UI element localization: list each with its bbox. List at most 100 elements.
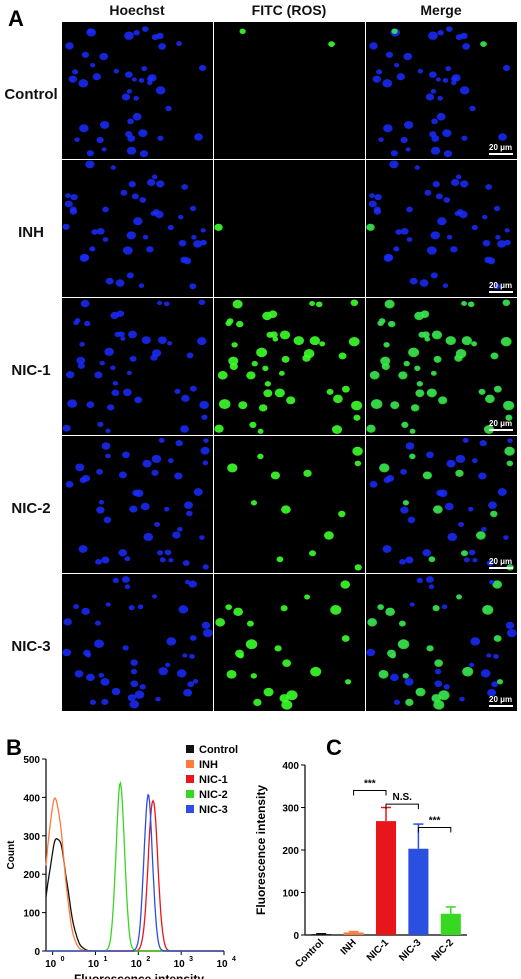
ros-cell [246,620,254,627]
significance-bracket [385,803,419,810]
nucleus [78,545,88,553]
panel-b-letter: B [6,735,22,760]
micrograph-tile: 20 μm [366,298,517,435]
ros-cell [497,679,504,685]
nucleus [181,184,189,190]
ros-cell [408,347,420,358]
nucleus [184,579,191,585]
nucleus [105,428,111,433]
ros-cell [266,331,274,338]
y-tick-label: 0 [293,931,299,942]
nucleus [105,602,111,607]
ros-cell [367,618,378,627]
ros-cell [388,320,396,328]
ros-cell [250,500,258,506]
ros-cell [353,414,361,421]
nucleus [369,42,378,50]
ros-cell [233,607,244,617]
nucleus [437,95,443,101]
nucleus [373,206,381,213]
nucleus [385,254,394,261]
micrograph-tile [214,160,365,297]
ros-cell [281,355,290,363]
nucleus [441,604,448,610]
ros-cell [257,428,264,434]
nucleus [126,272,134,279]
nucleus [487,257,496,265]
nucleus [188,580,197,588]
ros-cell [232,299,243,309]
legend-swatch [186,790,194,798]
nucleus [91,229,98,235]
nucleus [166,637,177,646]
nucleus [96,136,104,144]
nucleus [177,526,183,532]
nucleus [405,556,414,564]
ros-cell [280,605,288,612]
nucleus [96,506,105,514]
nucleus [183,257,192,265]
y-tick-label: 300 [282,804,299,815]
cell-image [65,437,210,570]
micrograph-tile [214,22,365,159]
ros-cell [217,370,228,380]
y-tick-label: 500 [23,755,40,766]
nucleus [111,687,121,696]
ros-cell [434,659,444,667]
nucleus [65,193,71,199]
nucleus [456,209,464,215]
nucleus [164,662,171,668]
scale-bar: 20 μm [489,419,513,431]
y-tick-label: 200 [282,846,299,857]
nucleus [376,69,383,75]
nucleus [198,64,207,71]
ros-cell [377,604,384,610]
nucleus [468,549,476,556]
nucleus [430,272,438,279]
nucleus [486,560,494,567]
nucleus [395,229,402,235]
nucleus [101,147,107,152]
nucleus [434,668,442,675]
ros-cell [433,505,443,514]
ros-cell [281,505,291,514]
nucleus [129,700,140,709]
legend-swatch [186,760,194,768]
nucleus [409,602,415,607]
nucleus [191,235,197,240]
ros-cell [426,388,437,398]
x-tick-label: NIC-3 [397,937,424,964]
nucleus [92,73,101,81]
ros-cell [281,700,293,710]
nucleus [73,604,80,610]
nucleus [127,694,136,702]
nucleus [431,135,440,142]
bar-nic-3 [408,848,429,935]
micrograph-tile: 20 μm [366,436,517,573]
nucleus [390,673,399,682]
cell-image [366,299,515,434]
nucleus [459,86,470,95]
nucleus [151,454,162,463]
scale-bar-line [489,429,513,431]
ros-cell [493,385,502,393]
nucleus [156,180,165,188]
nucleus [99,52,109,61]
nucleus [100,120,110,129]
y-tick-label: 100 [23,909,40,920]
nucleus [94,639,105,648]
micrograph-tile [62,574,213,711]
ros-cell [461,336,473,346]
ros-cell [253,698,262,707]
ros-cell [380,356,391,366]
ros-cell [225,604,232,610]
ros-cell [378,669,389,679]
ros-cell [263,389,273,398]
nucleus [137,604,144,610]
cell-image [214,299,363,434]
ros-cell [490,510,498,518]
nucleus [89,246,96,252]
nucleus [368,200,377,208]
nucleus [70,193,78,201]
nucleus [486,653,492,658]
